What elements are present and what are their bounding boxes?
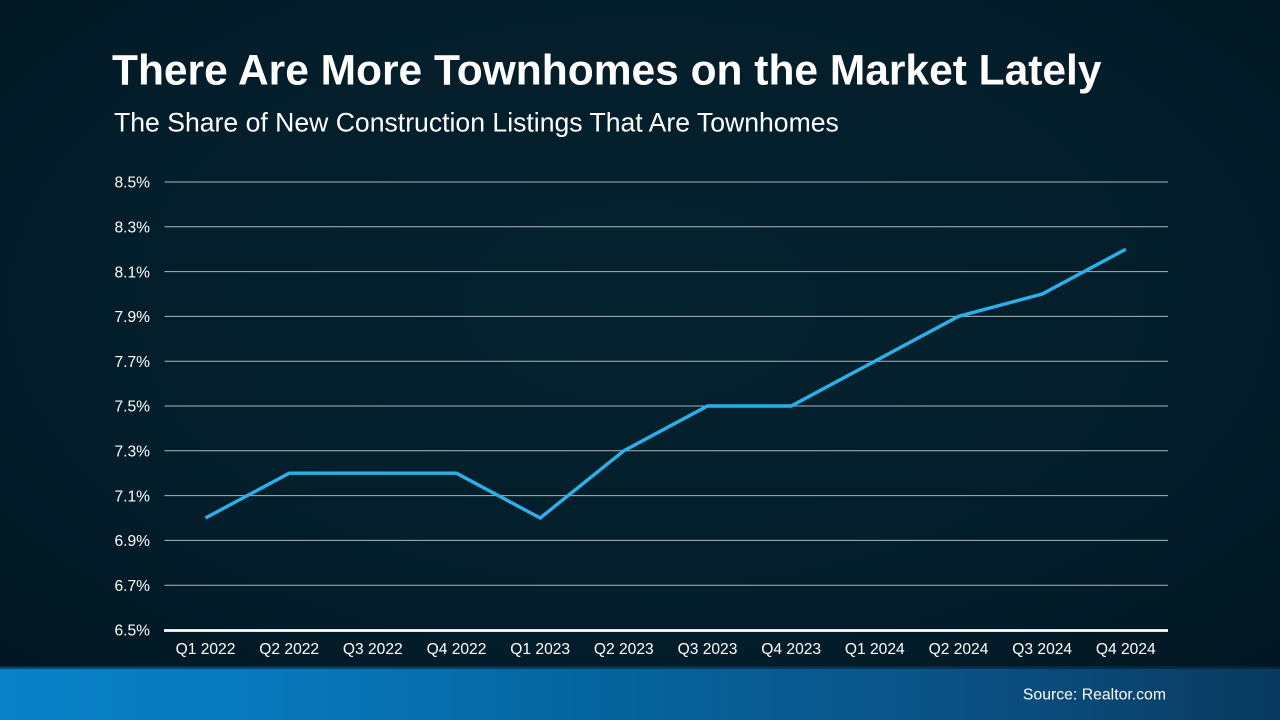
- svg-text:8.1%: 8.1%: [114, 264, 150, 281]
- svg-text:Q2 2022: Q2 2022: [259, 641, 319, 658]
- svg-text:The Share of New Construction: The Share of New Construction Listings T…: [114, 108, 839, 138]
- svg-text:8.3%: 8.3%: [114, 220, 150, 237]
- svg-text:Q1 2023: Q1 2023: [510, 641, 570, 658]
- svg-text:7.1%: 7.1%: [114, 488, 150, 505]
- svg-text:7.9%: 7.9%: [114, 309, 150, 326]
- svg-text:Q4 2024: Q4 2024: [1096, 641, 1156, 658]
- svg-text:Source: Realtor.com: Source: Realtor.com: [1023, 687, 1166, 704]
- svg-text:8.5%: 8.5%: [114, 175, 150, 192]
- svg-text:Q4 2022: Q4 2022: [427, 641, 487, 658]
- svg-text:There Are More Townhomes on th: There Are More Townhomes on the Market L…: [112, 48, 1102, 95]
- svg-text:7.3%: 7.3%: [114, 444, 150, 461]
- svg-text:7.7%: 7.7%: [114, 354, 150, 371]
- svg-text:6.9%: 6.9%: [114, 533, 150, 550]
- svg-text:Q2 2024: Q2 2024: [929, 641, 989, 658]
- svg-text:6.7%: 6.7%: [114, 578, 150, 595]
- svg-text:Q1 2022: Q1 2022: [176, 641, 236, 658]
- svg-text:6.5%: 6.5%: [114, 623, 150, 640]
- svg-text:Q1 2024: Q1 2024: [845, 641, 905, 658]
- svg-text:7.5%: 7.5%: [114, 399, 150, 416]
- svg-text:Q3 2024: Q3 2024: [1012, 641, 1072, 658]
- svg-text:Q3 2023: Q3 2023: [678, 641, 738, 658]
- svg-text:Q3 2022: Q3 2022: [343, 641, 403, 658]
- svg-text:Q4 2023: Q4 2023: [761, 641, 821, 658]
- svg-text:Q2 2023: Q2 2023: [594, 641, 654, 658]
